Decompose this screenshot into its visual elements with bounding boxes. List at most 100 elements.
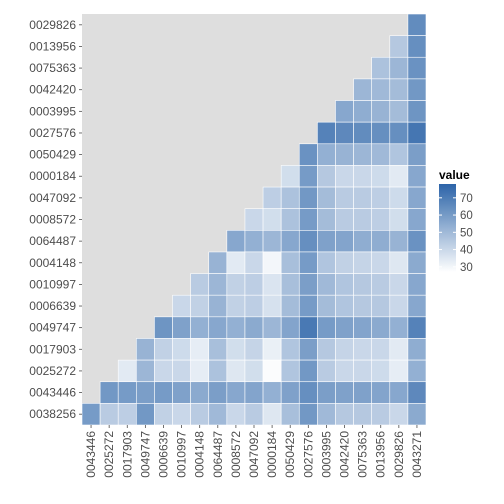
heatmap-cell bbox=[389, 143, 409, 166]
heatmap-cell bbox=[407, 208, 427, 231]
heatmap-cell bbox=[262, 251, 282, 274]
heatmap-cell bbox=[280, 316, 300, 339]
heatmap-cell bbox=[262, 359, 282, 383]
heatmap-cell bbox=[244, 359, 264, 383]
heatmap-cell bbox=[262, 230, 282, 253]
y-tick-label: 0050429 bbox=[29, 148, 76, 162]
heatmap-cell bbox=[226, 230, 246, 253]
heatmap-cell bbox=[407, 294, 427, 318]
heatmap-cell bbox=[371, 316, 391, 339]
x-axis-tick-labels: 0043446 0025272 0017903 0049747 0006639 00109… bbox=[84, 425, 424, 478]
heatmap-cell bbox=[136, 381, 155, 404]
x-tick-label: 0008572 bbox=[229, 431, 243, 478]
heatmap-cell bbox=[407, 35, 427, 58]
heatmap-cell bbox=[298, 165, 318, 188]
heatmap-cell bbox=[317, 381, 336, 404]
heatmap-cell bbox=[335, 143, 354, 166]
heatmap-cell bbox=[262, 338, 282, 361]
heatmap-cell bbox=[298, 273, 318, 296]
x-tick-label: 0027576 bbox=[301, 431, 315, 478]
heatmap-cell bbox=[371, 294, 391, 318]
heatmap-cell bbox=[136, 338, 155, 361]
heatmap-cell bbox=[389, 121, 409, 145]
heatmap-cell bbox=[353, 100, 372, 123]
y-tick-label: 0049747 bbox=[29, 321, 76, 335]
heatmap-cell bbox=[317, 121, 336, 145]
heatmap-cell bbox=[407, 403, 427, 426]
heatmap-cell bbox=[190, 273, 210, 296]
legend-colorbar bbox=[439, 184, 456, 272]
heatmap-cell bbox=[371, 78, 391, 101]
heatmap-cell bbox=[172, 359, 191, 383]
heatmap-cell bbox=[190, 403, 210, 426]
heatmap-cell bbox=[317, 403, 336, 426]
heatmap-cell bbox=[298, 316, 318, 339]
x-tick-label: 0064487 bbox=[211, 431, 225, 478]
heatmap-cell bbox=[317, 338, 336, 361]
heatmap-cell bbox=[190, 381, 210, 404]
heatmap-cell bbox=[244, 251, 264, 274]
heatmap-cell bbox=[136, 403, 155, 426]
legend-tick-label: 70 bbox=[460, 193, 473, 205]
heatmap-cell bbox=[335, 165, 354, 188]
x-tick-label: 0006639 bbox=[156, 431, 170, 478]
heatmap-cell bbox=[335, 316, 354, 339]
heatmap-cell bbox=[389, 100, 409, 123]
heatmap-cell bbox=[298, 186, 318, 209]
y-tick-label: 0047092 bbox=[29, 191, 76, 205]
heatmap-cell bbox=[298, 294, 318, 318]
heatmap-cell bbox=[298, 338, 318, 361]
heatmap-cell bbox=[371, 381, 391, 404]
x-tick-label: 0075363 bbox=[356, 431, 370, 478]
heatmap-cell bbox=[407, 78, 427, 101]
heatmap-cell bbox=[371, 208, 391, 231]
heatmap-cell bbox=[262, 294, 282, 318]
x-tick-label: 0047092 bbox=[247, 431, 261, 478]
heatmap-cell bbox=[371, 100, 391, 123]
heatmap-cell bbox=[407, 273, 427, 296]
heatmap-cell bbox=[208, 251, 228, 274]
heatmap-cell bbox=[190, 294, 210, 318]
heatmap-cell bbox=[244, 230, 264, 253]
heatmap-cell bbox=[317, 273, 336, 296]
heatmap-cell bbox=[262, 381, 282, 404]
heatmap-cell bbox=[280, 165, 300, 188]
heatmap-cell bbox=[389, 381, 409, 404]
heatmap-cell bbox=[371, 403, 391, 426]
y-tick-label: 0004148 bbox=[29, 256, 76, 270]
y-tick-label: 0029826 bbox=[29, 18, 76, 32]
heatmap-cell bbox=[335, 251, 354, 274]
heatmap-cell bbox=[244, 294, 264, 318]
y-tick-label: 0000184 bbox=[29, 169, 76, 183]
heatmap-cell bbox=[117, 359, 137, 383]
heatmap-cell bbox=[172, 316, 191, 339]
heatmap-cell bbox=[317, 251, 336, 274]
heatmap-cell bbox=[389, 208, 409, 231]
x-tick-label: 0049747 bbox=[138, 431, 152, 478]
heatmap-cell bbox=[190, 359, 210, 383]
x-tick-label: 0013956 bbox=[374, 431, 388, 478]
heatmap-cell bbox=[317, 316, 336, 339]
heatmap-cell bbox=[389, 294, 409, 318]
heatmap-cell bbox=[298, 359, 318, 383]
heatmap-cell bbox=[226, 359, 246, 383]
x-tick-label: 0043271 bbox=[410, 431, 424, 478]
heatmap-cell bbox=[371, 56, 391, 80]
heatmap-cell bbox=[172, 294, 191, 318]
heatmap-cell bbox=[244, 316, 264, 339]
heatmap-cell bbox=[280, 273, 300, 296]
heatmap-cell bbox=[244, 273, 264, 296]
heatmap-cell bbox=[407, 121, 427, 145]
heatmap-cell bbox=[389, 359, 409, 383]
heatmap-cell bbox=[335, 403, 354, 426]
y-tick-label: 0043446 bbox=[29, 386, 76, 400]
heatmap-cell bbox=[407, 381, 427, 404]
heatmap-cell bbox=[407, 359, 427, 383]
x-tick-label: 0043446 bbox=[84, 431, 98, 478]
heatmap-cell bbox=[280, 403, 300, 426]
heatmap-cell bbox=[335, 186, 354, 209]
legend-tick-label: 40 bbox=[460, 245, 473, 257]
heatmap-cell bbox=[280, 338, 300, 361]
heatmap-cell bbox=[280, 251, 300, 274]
